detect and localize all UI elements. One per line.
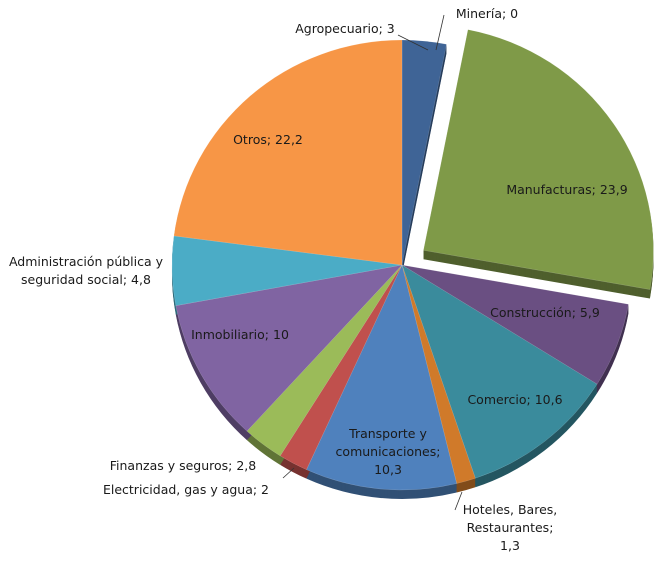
pie-slice-hoteles-bares-restaurantes[interactable] [401,264,476,484]
data-label-mineria: Minería; 0 [456,6,518,21]
pie-slice-transporte-y-comunicaciones[interactable] [306,264,458,491]
data-label-hoteles-bares-restaurantes: Hoteles, Bares, Restaurantes; 1,3 [463,502,558,553]
data-label-manufacturas: Manufacturas; 23,9 [506,182,627,197]
pie-slice-otros[interactable] [173,39,403,266]
pie-slice-comercio[interactable] [401,264,598,479]
pie-slice-administracion-publica-y-seguridad-social[interactable] [171,235,403,306]
pie-slice-electricidad-gas-y-agua[interactable] [279,264,403,470]
data-label-transporte-y-comunicaciones: Transporte y comunicaciones; 10,3 [336,426,441,477]
data-label-construccion: Construcción; 5,9 [490,305,600,320]
data-label-agropecuario: Agropecuario; 3 [295,21,394,36]
pie-slice-inmobiliario[interactable] [175,264,403,432]
pie-slice-finanzas-y-seguros[interactable] [246,264,403,457]
leader-line [435,14,445,51]
pie-slice-manufacturas[interactable] [423,29,654,290]
leader-line [282,467,295,479]
data-label-otros: Otros; 22,2 [233,132,303,147]
leader-line [454,491,463,511]
data-label-administracion-publica-y-seguridad-social: Administración pública y seguridad social… [9,254,164,287]
data-label-inmobiliario: Inmobiliario; 10 [191,327,289,342]
data-label-electricidad-gas-y-agua: Electricidad, gas y agua; 2 [103,482,269,497]
data-label-comercio: Comercio; 10,6 [467,392,562,407]
leader-line [397,34,429,51]
pie-slice-construccion[interactable] [401,264,629,385]
data-label-finanzas-y-seguros: Finanzas y seguros; 2,8 [110,458,257,473]
pie-slice-agropecuario[interactable] [401,39,447,266]
